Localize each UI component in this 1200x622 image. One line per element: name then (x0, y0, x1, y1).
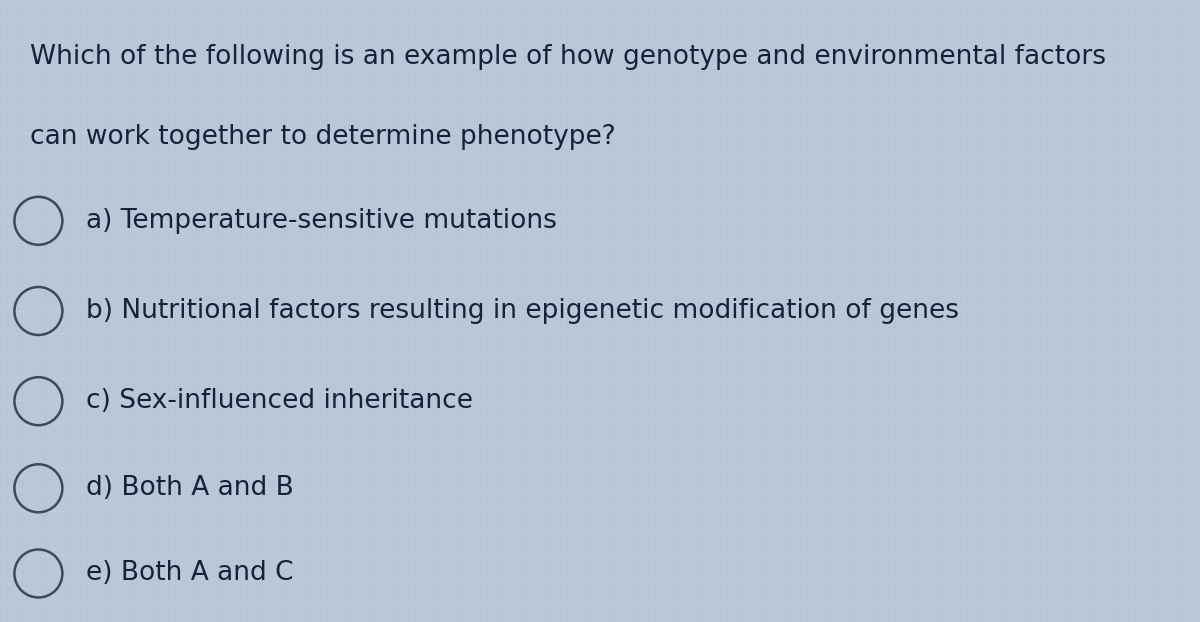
Text: d) Both A and B: d) Both A and B (86, 475, 294, 501)
Text: can work together to determine phenotype?: can work together to determine phenotype… (30, 124, 616, 151)
Text: Which of the following is an example of how genotype and environmental factors: Which of the following is an example of … (30, 44, 1106, 70)
Text: b) Nutritional factors resulting in epigenetic modification of genes: b) Nutritional factors resulting in epig… (86, 298, 960, 324)
Text: c) Sex-influenced inheritance: c) Sex-influenced inheritance (86, 388, 473, 414)
Text: e) Both A and C: e) Both A and C (86, 560, 294, 587)
Text: a) Temperature-sensitive mutations: a) Temperature-sensitive mutations (86, 208, 557, 234)
